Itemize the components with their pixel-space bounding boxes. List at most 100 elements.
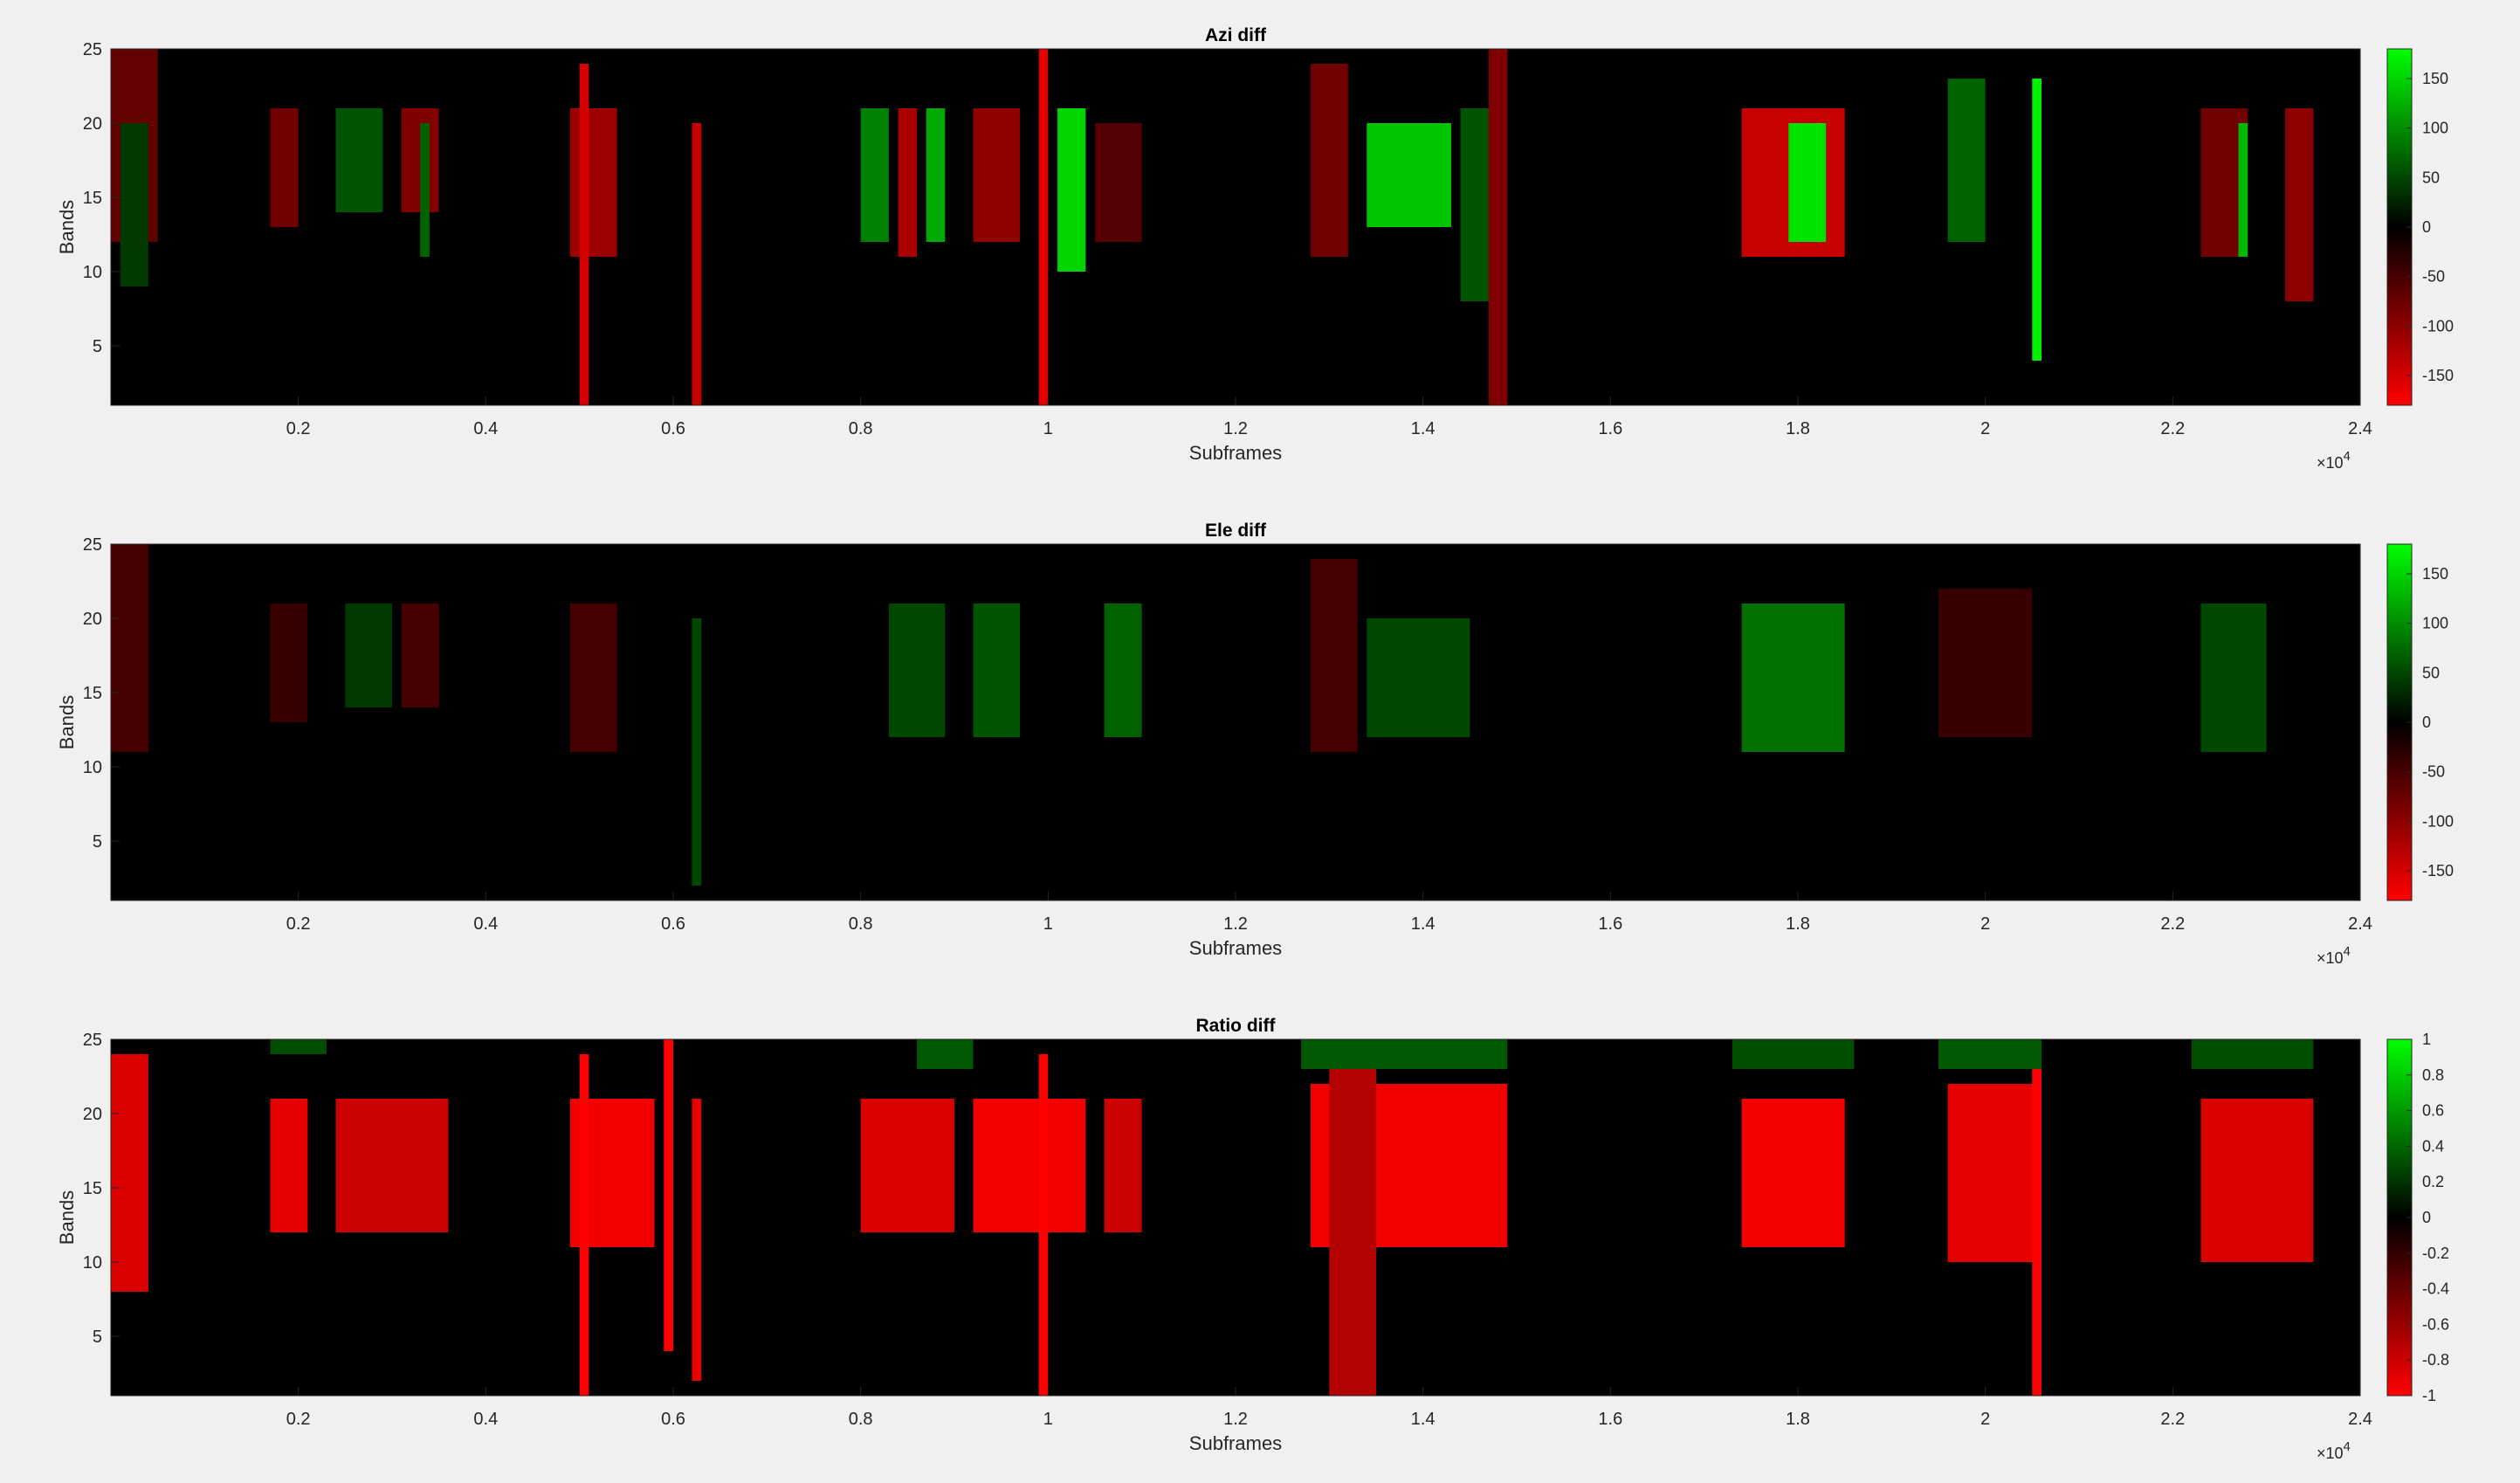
x-axis-label: Subframes [1189, 937, 1282, 959]
colorbar-tick-label: -50 [2422, 268, 2445, 286]
heatmap-cell-6 [664, 1039, 673, 1351]
x-axis-label: Subframes [1189, 1432, 1282, 1454]
x-tick-label: 1.6 [1598, 1410, 1622, 1429]
heatmap-cell-3 [335, 1099, 449, 1232]
colorbar-tick-label: -1 [2422, 1387, 2436, 1404]
colorbar-tick-label: 150 [2422, 70, 2448, 87]
heatmap-cell-14 [1741, 1099, 1845, 1247]
heatmap-cell-8 [973, 604, 1021, 737]
x-tick-label: 0.8 [849, 419, 873, 438]
x-tick-label: 1.4 [1411, 1410, 1436, 1429]
heatmap-cell-14 [2200, 604, 2267, 752]
heatmap-cell-26 [2238, 123, 2248, 257]
colorbar-tick-label: -0.8 [2422, 1351, 2449, 1369]
colorbar-tick-label: -0.4 [2422, 1280, 2449, 1298]
y-axis-label: Bands [56, 1190, 78, 1245]
colorbar-tick-label: -0.2 [2422, 1245, 2449, 1262]
subplot-1: Azi diff 0.2 0.4 0.6 0.8 1 1.2 1.4 1.6 1.8 2 2.2 2.4… [56, 25, 2454, 472]
colorbar-tick-label: -100 [2422, 812, 2454, 830]
x-tick-label: 1.4 [1411, 914, 1436, 934]
x-tick-label: 1.4 [1411, 419, 1436, 438]
heatmap-cells [111, 49, 2314, 405]
subplot-2: Ele diff 0.2 0.4 0.6 0.8 1 1.2 1.4 1.6 1.8 2 2.2 2.4… [56, 521, 2454, 967]
x-tick-label: 0.6 [661, 914, 685, 934]
heatmap-cell-2 [270, 1099, 308, 1232]
heatmap-cell-5 [401, 108, 439, 212]
subplots: Azi diff 0.2 0.4 0.6 0.8 1 1.2 1.4 1.6 1.8 2 2.2 2.4… [56, 25, 2454, 1462]
heatmap-cell-22 [1788, 123, 1827, 242]
y-tick-label: 15 [83, 189, 102, 208]
y-tick-label: 10 [83, 1253, 102, 1273]
heatmap-cell-20 [1488, 49, 1508, 405]
heatmap-cells [111, 1039, 2314, 1396]
heatmap-cell-13 [1329, 1039, 1376, 1396]
x-tick-label: 1.2 [1223, 419, 1248, 438]
x-tick-label: 1.6 [1598, 914, 1622, 934]
x-tick-label: 1 [1043, 1410, 1053, 1429]
x-tick-label: 2.2 [2160, 914, 2185, 934]
colorbar-tick-label: 0 [2422, 1209, 2431, 1226]
heatmap-cell-19 [917, 1039, 974, 1069]
colorbar-tick-label: 50 [2422, 169, 2440, 186]
heatmap-cell-15 [1947, 1084, 2041, 1262]
heatmap-cell-20 [1301, 1039, 1508, 1069]
x-tick-label: 1.6 [1598, 419, 1622, 438]
heatmap-cell-16 [1095, 123, 1142, 242]
heatmap-cell-8 [579, 64, 589, 405]
heatmap-cell-7 [888, 604, 946, 737]
heatmap-cell-10 [860, 108, 889, 242]
x-tick-label: 0.4 [473, 914, 498, 934]
x-tick-label: 2 [1980, 419, 1990, 438]
heatmap-cell-18 [270, 1039, 327, 1054]
heatmap-cell-14 [1038, 49, 1049, 405]
heatmap-cell-11 [1367, 618, 1470, 737]
x-tick-label: 1 [1043, 419, 1053, 438]
subplot-title: Ele diff [1205, 521, 1267, 541]
heatmap-cell-22 [1938, 1039, 2042, 1069]
y-tick-label: 5 [93, 337, 102, 356]
x-tick-label: 0.6 [661, 1410, 685, 1429]
x-tick-label: 1.8 [1786, 914, 1810, 934]
x-tick-label: 2.4 [2348, 419, 2372, 438]
x-tick-label: 0.4 [473, 419, 498, 438]
heatmap-cell-4 [401, 604, 439, 707]
x-tick-label: 2.2 [2160, 419, 2185, 438]
colorbar-tick-label: 100 [2422, 615, 2448, 632]
heatmap-cell-6 [692, 618, 702, 886]
heatmap-cell-9 [1104, 604, 1142, 737]
colorbar-tick-label: 50 [2422, 664, 2440, 681]
colorbar-tick-label: -50 [2422, 763, 2445, 781]
heatmap-cell-2 [120, 123, 148, 286]
heatmap-cell-23 [1947, 79, 1986, 242]
x-exponent-power: 4 [2344, 1439, 2351, 1454]
y-axis-label: Bands [56, 200, 78, 254]
heatmap-cell-11 [898, 108, 918, 257]
heatmap-cell-9 [973, 1099, 1086, 1232]
heatmap-cell-27 [2285, 108, 2314, 301]
y-axis-label: Bands [56, 695, 78, 749]
heatmap-cell-17 [2200, 1099, 2314, 1262]
x-tick-label: 0.6 [661, 419, 685, 438]
heatmap-cell-1 [111, 544, 148, 752]
heatmap-cell-6 [420, 123, 430, 257]
x-axis-label: Subframes [1189, 442, 1282, 464]
heatmap-cell-13 [1938, 589, 2033, 737]
x-tick-label: 0.8 [849, 914, 873, 934]
heatmap-cell-18 [1367, 123, 1451, 227]
colorbar-tick-label: 1 [2422, 1031, 2431, 1048]
colorbar-tick-label: 0.2 [2422, 1173, 2444, 1190]
x-tick-label: 2 [1980, 1410, 1990, 1429]
heatmap-cell-4 [335, 108, 383, 212]
heatmap-cell-10 [1310, 559, 1358, 752]
x-tick-label: 2.2 [2160, 1410, 2185, 1429]
subplot-title: Ratio diff [1196, 1016, 1277, 1036]
heatmap-cell-15 [1057, 108, 1086, 272]
colorbar-tick-label: 100 [2422, 120, 2448, 137]
y-tick-label: 25 [83, 535, 102, 555]
y-tick-label: 5 [93, 1328, 102, 1347]
x-exponent-power: 4 [2344, 944, 2351, 959]
heatmap-cell-21 [1732, 1039, 1855, 1069]
colorbar-tick-label: 150 [2422, 565, 2448, 583]
colorbar-tick-label: 0.6 [2422, 1102, 2444, 1120]
colorbar-tick-label: -100 [2422, 317, 2454, 335]
